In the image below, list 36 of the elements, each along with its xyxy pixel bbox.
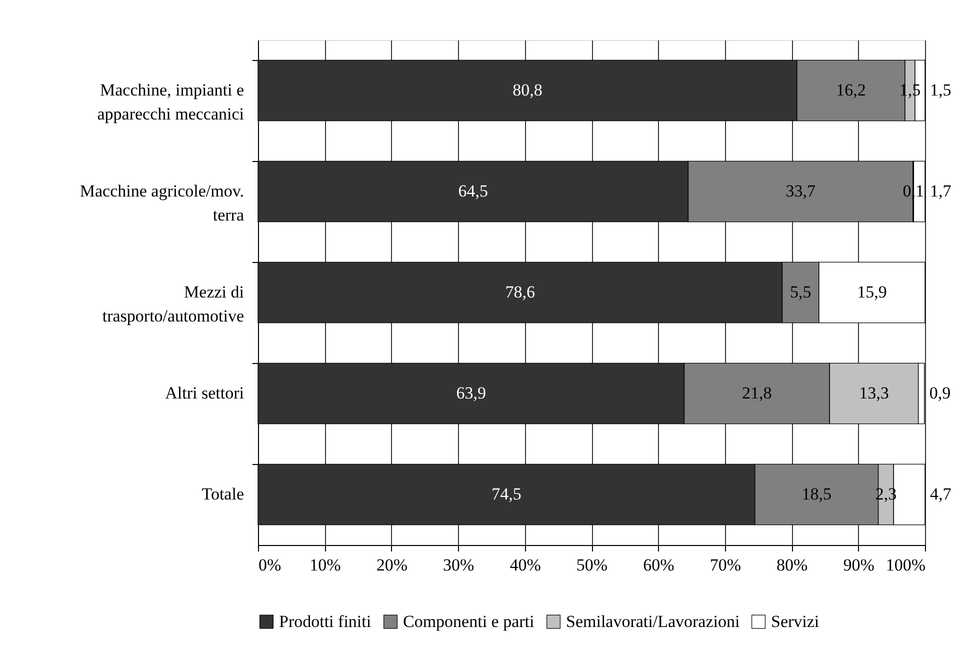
data-label: 0,9 <box>929 384 951 402</box>
x-tick-label: 30% <box>443 556 474 574</box>
legend-label: Servizi <box>771 612 820 631</box>
data-label: 18,5 <box>802 484 832 504</box>
data-label: 1,5 <box>930 80 952 100</box>
legend-label: Prodotti finiti <box>279 612 372 631</box>
y-tick-label: Macchine, impianti e apparecchi meccanici <box>97 80 244 124</box>
y-tick-label: Altri settori <box>165 384 244 402</box>
data-label: 74,5 <box>492 484 522 504</box>
x-tick-label: 60% <box>643 556 674 574</box>
data-label: 16,2 <box>836 80 866 100</box>
x-tick-label: 80% <box>776 556 808 574</box>
legend-label: Semilavorati/Lavorazioni <box>566 612 740 631</box>
legend-label: Componenti e parti <box>403 612 535 631</box>
x-tick-label: 0% <box>258 556 282 574</box>
x-tick-label: 100% <box>886 556 926 574</box>
data-label: 78,6 <box>505 282 536 302</box>
data-label: 33,7 <box>786 182 816 200</box>
x-tick-label: 40% <box>510 556 541 574</box>
data-label: 5,5 <box>790 282 812 302</box>
y-tick-label: Macchine agricole/mov. terra <box>80 182 244 224</box>
data-label: 15,9 <box>857 282 887 302</box>
x-tick-label: 20% <box>376 556 408 574</box>
data-label: 64,5 <box>458 182 488 200</box>
data-label: 63,9 <box>456 384 486 402</box>
data-label: 13,3 <box>859 384 889 402</box>
data-label: 80,8 <box>512 80 542 100</box>
x-tick-label: 70% <box>710 556 741 574</box>
y-tick-label: Mezzi di trasporto/automotive <box>102 282 244 326</box>
data-label: 4,7 <box>930 484 952 504</box>
y-tick-label: Totale <box>202 484 244 504</box>
x-tick-label: 10% <box>310 556 341 574</box>
data-label: 1,7 <box>930 182 952 200</box>
data-label: 21,8 <box>742 384 772 402</box>
x-tick-label: 90% <box>843 556 874 574</box>
x-tick-label: 50% <box>576 556 608 574</box>
